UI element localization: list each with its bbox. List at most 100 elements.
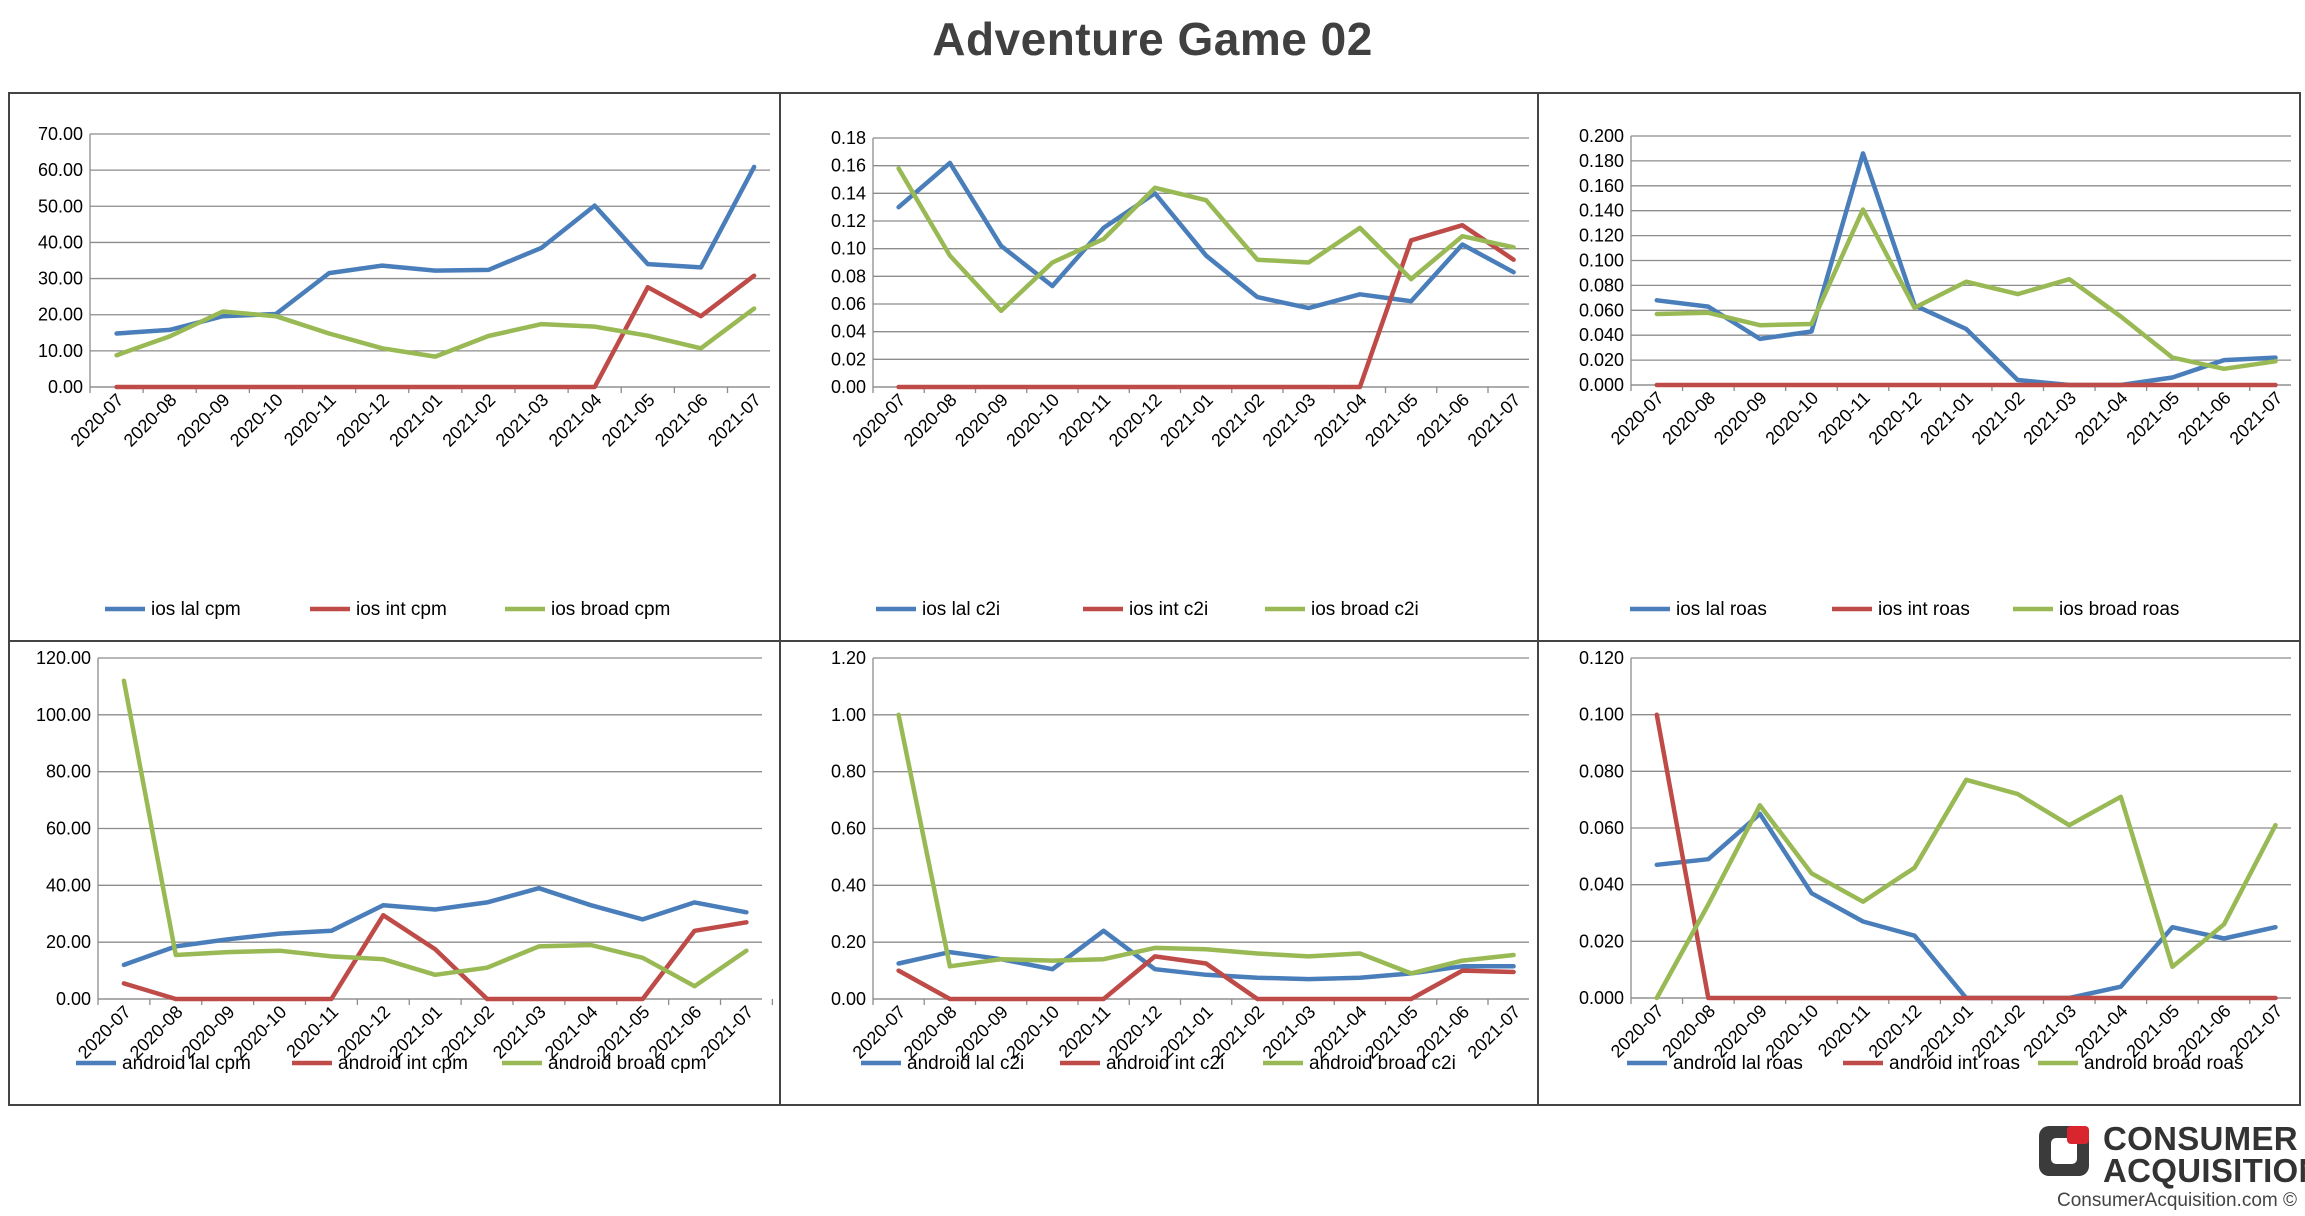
panel-divider-vertical xyxy=(779,94,781,1104)
y-tick-label: 0.00 xyxy=(831,377,866,397)
legend-label: ios lal c2i xyxy=(922,599,1000,620)
x-tick-label: 2020-07 xyxy=(67,390,128,451)
x-tick-label: 2021-05 xyxy=(1361,390,1422,451)
android-roas-chart: 0.000 0.020 0.040 0.060 0.080 0.100 0.120 2020-… xyxy=(1579,648,2291,1074)
x-tick-label: 2021-07 xyxy=(1464,1002,1525,1063)
x-tick-label: 2020-08 xyxy=(120,390,181,451)
y-tick-label: 30.00 xyxy=(38,269,83,289)
legend-label: android lal cpm xyxy=(122,1053,251,1074)
x-tick-label: 2021-02 xyxy=(1207,390,1268,451)
legend-label: android lal c2i xyxy=(907,1053,1024,1074)
x-tick-label: 2021-01 xyxy=(385,390,446,451)
y-tick-label: 120.00 xyxy=(36,648,91,668)
x-tick-label: 2020-07 xyxy=(849,1002,910,1063)
y-tick-label: 0.12 xyxy=(831,211,866,231)
legend-label: android broad c2i xyxy=(1309,1053,1456,1074)
legend-label: android lal roas xyxy=(1673,1053,1803,1074)
x-tick-label: 2020-09 xyxy=(951,390,1012,451)
y-tick-label: 0.060 xyxy=(1579,300,1624,320)
y-tick-label: 0.14 xyxy=(831,183,866,203)
y-tick-label: 0.20 xyxy=(831,932,866,952)
x-tick-label: 2020-07 xyxy=(1607,1001,1668,1062)
legend-label: android int cpm xyxy=(338,1053,468,1074)
y-tick-label: 0.16 xyxy=(831,156,866,176)
y-tick-label: 0.00 xyxy=(56,989,91,1009)
x-tick-label: 2021-04 xyxy=(545,390,606,451)
android-cpm-chart: 0.00 20.00 40.00 60.00 80.00 100.00 120.00 2020… xyxy=(36,648,774,1074)
x-tick-label: 2021-04 xyxy=(2071,388,2132,449)
x-tick-label: 2020-11 xyxy=(280,390,340,450)
y-tick-label: 1.20 xyxy=(831,648,866,668)
y-tick-label: 0.08 xyxy=(831,266,866,286)
y-tick-label: 0.40 xyxy=(831,875,866,895)
legend-label: ios broad roas xyxy=(2059,599,2179,620)
ios-roas-chart: 0.000 0.020 0.040 0.060 0.080 0.100 0.120 0.140… xyxy=(1579,126,2291,620)
x-tick-label: 2021-03 xyxy=(489,1002,550,1063)
legend-label: ios broad cpm xyxy=(551,599,670,620)
y-tick-label: 0.80 xyxy=(831,762,866,782)
x-tick-label: 2021-07 xyxy=(704,390,765,451)
x-tick-label: 2021-06 xyxy=(2174,388,2235,449)
chart-panel-android-roas: 0.000 0.020 0.040 0.060 0.080 0.100 0.120 2020-… xyxy=(1539,642,2299,1104)
series-line-android-lal-roas xyxy=(1654,811,2278,1001)
y-tick-label: 0.120 xyxy=(1579,226,1624,246)
series-line-android-lal-cpm xyxy=(121,885,749,968)
brand-name-line1: CONSUMER xyxy=(2103,1120,2298,1157)
series-line-android-int-roas xyxy=(1654,712,2278,1001)
series-line-android-broad-c2i xyxy=(896,712,1516,976)
legend-label: android broad cpm xyxy=(548,1053,706,1074)
series-line-ios-lal-roas xyxy=(1654,151,2278,388)
y-tick-label: 0.10 xyxy=(831,239,866,259)
legend-label: ios broad c2i xyxy=(1311,599,1419,620)
x-tick-label: 2020-11 xyxy=(282,1002,342,1062)
legend-label: android int c2i xyxy=(1106,1053,1224,1074)
y-tick-label: 60.00 xyxy=(38,160,83,180)
chart-grid: 0.00 10.00 20.00 30.00 40.00 50.00 60.00 70.00 2… xyxy=(8,92,2301,1106)
y-tick-label: 0.100 xyxy=(1579,705,1624,725)
brand-block: CONSUMER ACQUISITION ConsumerAcquisition… xyxy=(2037,1118,2305,1211)
x-tick-label: 2020-11 xyxy=(1814,388,1874,448)
y-tick-label: 0.60 xyxy=(831,819,866,839)
series-line-ios-lal-c2i xyxy=(896,160,1516,311)
chart-panel-android-cpm: 0.00 20.00 40.00 60.00 80.00 100.00 120.00 2020… xyxy=(10,642,779,1104)
legend-label: ios lal roas xyxy=(1676,599,1767,620)
brand-name-line2: ACQUISITION xyxy=(2103,1152,2305,1189)
x-tick-label: 2021-04 xyxy=(1310,390,1371,451)
x-tick-label: 2021-03 xyxy=(2019,388,2080,449)
series-line-ios-int-cpm xyxy=(114,273,757,390)
y-tick-label: 0.00 xyxy=(48,377,83,397)
y-tick-label: 50.00 xyxy=(38,196,83,216)
y-tick-label: 40.00 xyxy=(46,875,91,895)
chart-panel-ios-cpm: 0.00 10.00 20.00 30.00 40.00 50.00 60.00 70.00 2… xyxy=(10,94,779,640)
series-line-android-broad-cpm xyxy=(121,678,749,989)
x-tick-label: 2020-07 xyxy=(1607,388,1668,449)
series-line-ios-broad-cpm xyxy=(114,306,757,359)
ios-c2i-chart: 0.00 0.02 0.04 0.06 0.08 0.10 0.12 0.14 0.16 0.18… xyxy=(831,128,1529,620)
y-tick-label: 0.000 xyxy=(1579,988,1624,1008)
legend-label: android int roas xyxy=(1889,1053,2020,1074)
y-tick-label: 0.000 xyxy=(1579,375,1624,395)
series-line-android-int-cpm xyxy=(121,912,749,1002)
y-tick-label: 0.04 xyxy=(831,322,866,342)
x-tick-label: 2020-12 xyxy=(1865,388,1926,449)
y-tick-label: 0.140 xyxy=(1579,201,1624,221)
x-tick-label: 2021-01 xyxy=(1156,390,1217,451)
page-title: Adventure Game 02 xyxy=(932,13,1373,65)
y-tick-label: 0.160 xyxy=(1579,176,1624,196)
legend-label: ios int roas xyxy=(1878,599,1970,620)
series-line-ios-broad-c2i xyxy=(896,166,1516,314)
series-line-android-broad-roas xyxy=(1654,777,2278,1001)
x-tick-label: 2020-11 xyxy=(1814,1001,1874,1061)
x-tick-label: 2021-03 xyxy=(1259,390,1320,451)
x-tick-label: 2020-10 xyxy=(1002,390,1063,451)
chart-panel-android-c2i: 0.00 0.20 0.40 0.60 0.80 1.00 1.20 2020-07 2020-… xyxy=(781,642,1537,1104)
y-tick-label: 0.06 xyxy=(831,294,866,314)
legend-label: android broad roas xyxy=(2084,1053,2244,1074)
android-c2i-chart: 0.000.200.400.600.801.001.202020-072020-… xyxy=(831,648,1529,1074)
x-tick-label: 2021-03 xyxy=(492,390,553,451)
x-tick-label: 2021-02 xyxy=(1968,388,2029,449)
chart-panel-ios-c2i: 0.00 0.02 0.04 0.06 0.08 0.10 0.12 0.14 0.16 0.18… xyxy=(781,94,1537,640)
x-tick-label: 2020-07 xyxy=(849,390,910,451)
series-line-android-int-c2i xyxy=(896,954,1516,1002)
y-tick-label: 0.080 xyxy=(1579,275,1624,295)
